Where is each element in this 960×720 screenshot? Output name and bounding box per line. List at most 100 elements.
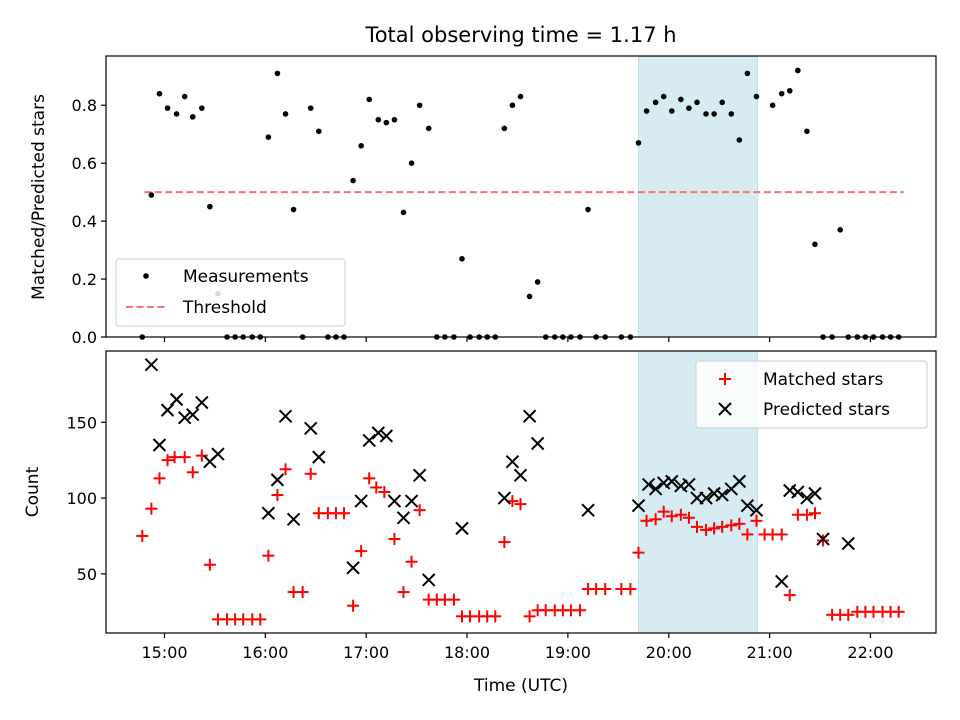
measurement-point: [265, 134, 272, 140]
matched-stars-point: [153, 472, 166, 485]
legend-threshold-label: Threshold: [182, 298, 267, 318]
predicted-stars-point: [371, 426, 386, 440]
matched-stars-point: [817, 534, 830, 547]
matched-stars-point: [690, 520, 703, 533]
measurement-point: [509, 102, 516, 109]
matched-stars-point: [378, 486, 391, 498]
measurement-point: [459, 255, 465, 262]
measurement-point: [643, 108, 650, 114]
predicted-stars-point: [674, 479, 688, 493]
matched-stars-point: [145, 502, 158, 515]
matched-stars-point: [657, 505, 670, 518]
measurement-point: [736, 137, 743, 143]
matched-stars-point: [178, 451, 191, 464]
predicted-stars-point: [304, 421, 318, 436]
matched-stars-point: [783, 589, 796, 602]
matched-stars-point: [405, 555, 418, 568]
measurement-point: [315, 128, 322, 135]
legend-matched-label: Matched stars: [763, 370, 883, 390]
matched-stars-point: [254, 613, 267, 626]
matched-stars-point: [136, 529, 149, 542]
x-axis-label: Time (UTC): [473, 676, 568, 696]
measurement-point: [199, 105, 205, 111]
x-tick-label: 18:00: [444, 643, 490, 662]
measurement-point: [274, 70, 281, 77]
measurement-point: [694, 99, 700, 106]
measurement-point: [703, 111, 709, 117]
measurement-point: [686, 105, 692, 111]
bottom-panel-y-tick-label: 50: [77, 565, 97, 584]
top-panel-legend-box: [115, 258, 346, 327]
measurement-point: [652, 99, 659, 106]
measurement-point: [804, 128, 810, 135]
predicted-stars-point: [261, 506, 276, 520]
measurement-point: [534, 279, 541, 285]
x-tick-label: 16:00: [242, 643, 288, 662]
predicted-stars-point: [816, 532, 830, 546]
predicted-stars-point: [581, 503, 595, 517]
measurement-point: [728, 111, 735, 117]
measurement-point: [207, 203, 213, 210]
measurement-point: [744, 70, 751, 77]
matched-stars-point: [388, 533, 401, 545]
matched-stars-point: [573, 604, 586, 617]
predicted-stars-point: [522, 409, 537, 423]
measurement-point: [526, 293, 533, 300]
measurement-point: [408, 160, 415, 166]
measurement-point: [358, 143, 364, 149]
predicted-stars-point: [455, 521, 469, 536]
bottom-panel-y-tick-label: 100: [66, 489, 97, 508]
measurement-point: [812, 241, 818, 248]
top-panel-y-tick-label: 0.0: [72, 328, 97, 347]
top-panel-y-tick-label: 0.2: [72, 270, 97, 289]
measurement-point: [400, 209, 407, 216]
matched-stars-point: [665, 510, 678, 523]
matched-stars-point: [186, 466, 199, 479]
matched-stars-point: [725, 519, 738, 532]
matched-stars-point: [304, 467, 317, 480]
predicted-stars-point: [312, 450, 326, 464]
predicted-stars-point: [715, 488, 729, 502]
measurement-point: [148, 192, 155, 198]
predicted-stars-point: [346, 561, 360, 575]
predicted-stars-point: [699, 491, 713, 505]
matched-stars-point: [355, 545, 368, 558]
measurement-point: [678, 96, 684, 103]
measurement-point: [416, 102, 423, 109]
predicted-stars-point: [497, 491, 512, 505]
matched-stars-point: [624, 583, 637, 596]
matched-stars-point: [363, 472, 376, 485]
top-panel-legend: Measurements Threshold: [115, 258, 346, 327]
matched-stars-point: [892, 605, 905, 618]
measurement-point: [719, 99, 725, 106]
legend-measurements-label: Measurements: [183, 267, 309, 287]
bottom-panel-y-tick-label: 150: [66, 413, 97, 432]
matched-stars-point: [279, 463, 292, 476]
predicted-stars-point: [841, 536, 855, 551]
top-panel-frame: [105, 55, 937, 338]
measurement-point: [307, 105, 314, 111]
x-tick-label: 22:00: [847, 643, 893, 662]
x-tick-label: 19:00: [545, 643, 591, 662]
matched-stars-point: [447, 593, 460, 606]
predicted-stars-point: [800, 491, 814, 505]
measurement-point: [517, 93, 524, 100]
legend-matched-marker: [719, 373, 731, 385]
matched-stars-point: [514, 498, 527, 511]
top-panel-y-tick-label: 0.4: [72, 212, 97, 231]
matched-stars-point: [700, 523, 713, 536]
x-tick-label: 17:00: [343, 643, 389, 662]
predicted-stars-point: [160, 403, 175, 417]
top-panel-y-axis-label: Matched/Predicted stars: [29, 94, 49, 300]
matched-stars-point: [203, 558, 216, 571]
matched-stars-point: [599, 583, 612, 596]
matched-stars-point: [682, 511, 695, 524]
predicted-stars-point: [396, 511, 411, 525]
x-tick-label: 21:00: [747, 643, 793, 662]
predicted-stars-point: [169, 392, 184, 407]
predicted-stars-point: [749, 503, 764, 517]
legend-predicted-marker: [718, 402, 732, 416]
measurement-point: [290, 206, 297, 213]
predicted-stars-point: [412, 468, 427, 483]
